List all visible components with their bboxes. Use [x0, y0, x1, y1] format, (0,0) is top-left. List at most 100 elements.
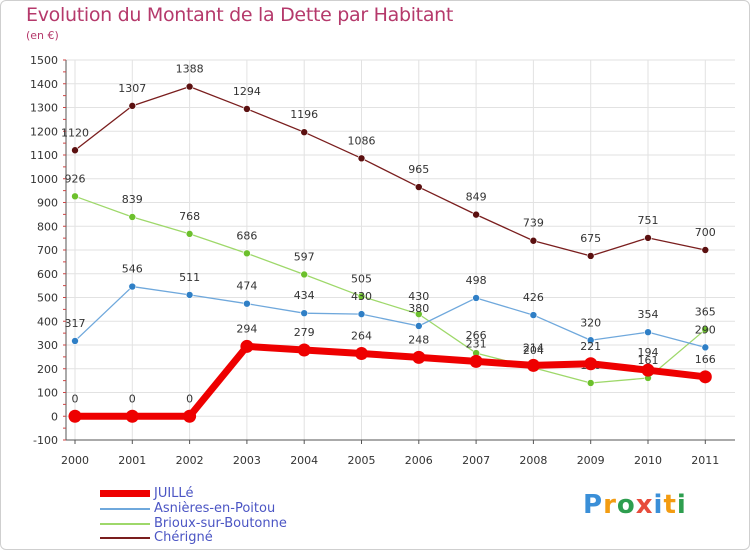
- y-tick-label: 400: [37, 315, 58, 328]
- data-point-brioux-sur-boutonne: [71, 192, 79, 201]
- data-point-asni-res-en-poitou: [300, 309, 309, 317]
- data-label-juill-: 294: [236, 322, 257, 335]
- y-tick-label: 600: [37, 268, 58, 281]
- data-point-asni-res-en-poitou: [243, 299, 251, 308]
- data-label-juill-: 0: [186, 392, 193, 405]
- y-tick-label: 1000: [30, 173, 58, 186]
- legend-label-brioux: Brioux-sur-Boutonne: [154, 516, 287, 531]
- data-point-brioux-sur-boutonne: [128, 213, 137, 221]
- data-label-brioux-sur-boutonne: 926: [65, 172, 86, 185]
- data-label-brioux-sur-boutonne: 597: [294, 250, 315, 263]
- data-point-ch-rign-: [586, 252, 595, 260]
- data-point-ch-rign-: [529, 236, 538, 245]
- data-point-brioux-sur-boutonne: [414, 310, 423, 318]
- y-tick-label: 1500: [30, 54, 58, 67]
- data-label-juill-: 194: [638, 346, 659, 359]
- x-tick-label: 2010: [634, 454, 662, 467]
- data-label-asni-res-en-poitou: 354: [638, 308, 659, 321]
- data-point-asni-res-en-poitou: [414, 322, 423, 330]
- legend-swatch-cherigne: [100, 537, 150, 539]
- series-line-juill-: [71, 342, 709, 420]
- data-label-brioux-sur-boutonne: 686: [236, 229, 257, 242]
- data-label-asni-res-en-poitou: 380: [408, 302, 429, 315]
- data-point-ch-rign-: [128, 102, 137, 110]
- data-point-asni-res-en-poitou: [185, 291, 194, 299]
- data-label-juill-: 264: [351, 330, 372, 343]
- data-label-ch-rign-: 675: [580, 232, 601, 245]
- data-label-ch-rign-: 1307: [118, 82, 146, 95]
- data-point-asni-res-en-poitou: [529, 311, 538, 319]
- legend-swatch-brioux: [100, 523, 150, 525]
- data-label-asni-res-en-poitou: 290: [695, 323, 716, 336]
- x-tick-label: 2001: [118, 454, 146, 467]
- data-point-juill-: [469, 354, 483, 368]
- data-label-ch-rign-: 1086: [348, 134, 376, 147]
- data-label-asni-res-en-poitou: 474: [236, 280, 257, 293]
- data-label-brioux-sur-boutonne: 365: [695, 306, 716, 319]
- data-point-ch-rign-: [243, 105, 251, 113]
- data-point-juill-: [698, 370, 712, 384]
- data-label-juill-: 0: [129, 392, 136, 405]
- proxiti-logo: Proxiti: [583, 490, 687, 520]
- legend-label-asnieres: Asnières-en-Poitou: [154, 501, 276, 516]
- data-point-ch-rign-: [185, 82, 194, 91]
- legend-label-juille: JUILLé: [154, 486, 194, 501]
- data-point-ch-rign-: [357, 154, 366, 163]
- series-line-asni-res-en-poitou: [74, 285, 706, 349]
- legend-label-cherigne: Chérigné: [154, 530, 213, 545]
- y-tick-label: 800: [37, 220, 58, 233]
- data-point-brioux-sur-boutonne: [357, 292, 366, 301]
- data-point-juill-: [355, 347, 368, 361]
- data-label-ch-rign-: 751: [638, 214, 659, 227]
- data-point-asni-res-en-poitou: [701, 343, 710, 352]
- logo-letter: o: [616, 490, 636, 520]
- data-point-juill-: [125, 409, 139, 423]
- x-tick-label: 2006: [405, 454, 433, 467]
- data-point-asni-res-en-poitou: [586, 336, 595, 345]
- y-tick-label: 700: [37, 244, 58, 257]
- data-label-juill-: 279: [294, 326, 315, 339]
- data-label-asni-res-en-poitou: 434: [294, 289, 315, 302]
- logo-letter: r: [603, 490, 617, 520]
- data-point-juill-: [584, 357, 598, 371]
- y-tick-label: 0: [51, 410, 58, 423]
- series-line-ch-rign-: [74, 85, 706, 257]
- data-point-asni-res-en-poitou: [472, 294, 480, 302]
- data-label-asni-res-en-poitou: 498: [466, 274, 487, 287]
- data-point-juill-: [412, 350, 426, 364]
- data-point-ch-rign-: [71, 146, 79, 155]
- data-label-brioux-sur-boutonne: 505: [351, 272, 372, 285]
- chart-title: Evolution du Montant de la Dette par Hab…: [26, 4, 454, 26]
- y-tick-label: 500: [37, 292, 58, 305]
- data-point-juill-: [526, 358, 540, 372]
- data-point-asni-res-en-poitou: [71, 337, 79, 345]
- data-point-ch-rign-: [644, 234, 652, 242]
- x-tick-label: 2011: [691, 454, 719, 467]
- x-tick-label: 2003: [233, 454, 261, 467]
- data-label-brioux-sur-boutonne: 204: [523, 344, 544, 357]
- data-label-asni-res-en-poitou: 546: [122, 263, 143, 276]
- x-tick-label: 2002: [176, 454, 204, 467]
- y-tick-label: 1300: [30, 102, 58, 115]
- x-tick-label: 2004: [290, 454, 318, 467]
- x-tick-label: 2005: [348, 454, 376, 467]
- data-label-brioux-sur-boutonne: 430: [408, 290, 429, 303]
- y-tick-label: 1400: [30, 78, 58, 91]
- y-tick-label: 1200: [30, 125, 58, 138]
- data-label-juill-: 166: [695, 353, 716, 366]
- data-label-juill-: 221: [580, 340, 601, 353]
- data-label-ch-rign-: 965: [408, 163, 429, 176]
- logo-letter: P: [583, 490, 604, 520]
- data-label-juill-: 248: [408, 333, 429, 346]
- y-tick-label: -100: [33, 434, 58, 447]
- logo-letter: i: [653, 490, 664, 520]
- data-point-juill-: [240, 339, 254, 353]
- data-point-juill-: [641, 363, 655, 377]
- data-point-juill-: [183, 409, 197, 423]
- data-point-ch-rign-: [414, 183, 423, 191]
- data-label-juill-: 214: [523, 341, 544, 354]
- y-tick-label: 100: [37, 387, 58, 400]
- data-point-brioux-sur-boutonne: [300, 270, 309, 279]
